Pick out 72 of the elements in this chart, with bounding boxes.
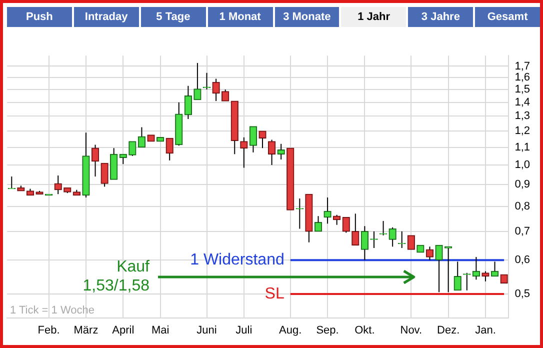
candlestick — [138, 126, 146, 148]
candlestick — [324, 196, 332, 224]
x-tick-label: Juli — [236, 324, 252, 336]
annotation: 1 Tick = 1 Woche — [10, 304, 94, 316]
text: Intraday — [74, 7, 139, 27]
x-tick-label: Okt. — [354, 324, 375, 336]
candlestick — [277, 143, 285, 160]
y-tick-label: 1,5 — [514, 84, 530, 96]
x-tick-label: Aug. — [279, 324, 302, 336]
x-tick-label: Mai — [151, 324, 170, 336]
series-label: SL — [264, 285, 284, 302]
x-tick-label: Juni — [196, 324, 217, 336]
candlestick — [184, 85, 192, 120]
text: 1 Monat — [208, 7, 272, 27]
text: 3 Jahre — [408, 7, 474, 27]
x-tick-label: Feb. — [38, 324, 60, 336]
y-tick-label: 1,3 — [514, 110, 530, 122]
candlestick — [36, 190, 44, 194]
candlestick — [360, 226, 369, 261]
y-tick-label: 0,9 — [514, 178, 530, 191]
candlestick — [54, 175, 62, 195]
candlestick — [8, 176, 16, 190]
y-tick-label: 0,7 — [514, 225, 530, 238]
candlestick — [91, 144, 100, 178]
y-tick-label: 1,2 — [514, 125, 530, 138]
x-tick-label: Nov. — [400, 324, 422, 336]
candlestick — [482, 270, 490, 282]
series-label: 1 Widerstand — [190, 251, 284, 268]
candlestick — [352, 213, 360, 246]
x-tick-label: März — [74, 324, 98, 336]
candlestick — [230, 100, 238, 155]
candlestick — [332, 214, 341, 226]
text: Gesamt — [475, 7, 540, 27]
candlestick — [490, 261, 499, 277]
candlestick — [249, 126, 258, 153]
candlestick — [100, 162, 108, 188]
x-tick-label: Dez. — [437, 324, 460, 336]
candlestick — [212, 78, 220, 102]
y-tick-label: 1,7 — [514, 60, 530, 72]
candlestick — [110, 148, 118, 180]
y-tick-label: 0,5 — [514, 288, 530, 300]
y-tick-label: 1,6 — [514, 72, 530, 84]
y-tick-label: 1,4 — [514, 96, 530, 108]
x-tick-label: Jan. — [475, 324, 496, 336]
candlestick — [82, 132, 90, 198]
text: 5 Tage — [140, 7, 206, 27]
candlestick — [388, 226, 396, 248]
candlestick — [64, 187, 72, 194]
candlestick — [222, 89, 230, 102]
y-tick-label: 1,0 — [514, 159, 530, 172]
y-tick-label: 0,8 — [514, 200, 530, 213]
candlestick — [175, 102, 183, 146]
x-tick-label: April — [112, 324, 134, 336]
candlestick — [435, 244, 443, 293]
candlestick — [314, 216, 322, 232]
candlestick — [398, 230, 406, 249]
candlestick — [268, 139, 276, 166]
candlestick — [454, 261, 462, 291]
candlestick — [258, 130, 266, 149]
candlestick — [472, 256, 480, 280]
candlestick — [194, 62, 202, 100]
text: Push — [7, 7, 72, 27]
x-tick-label: Sep. — [316, 324, 339, 336]
text: 3 Monate — [274, 7, 340, 27]
y-tick-label: 0,6 — [514, 254, 530, 266]
candlestick — [426, 246, 434, 261]
annotation: Kauf 1,53/1,58 — [82, 258, 150, 295]
candlestick — [240, 136, 248, 168]
candlestick — [128, 141, 136, 156]
candlestick — [166, 138, 174, 161]
y-tick-label: 1,1 — [514, 141, 530, 154]
text: 1 Jahr — [341, 7, 406, 27]
